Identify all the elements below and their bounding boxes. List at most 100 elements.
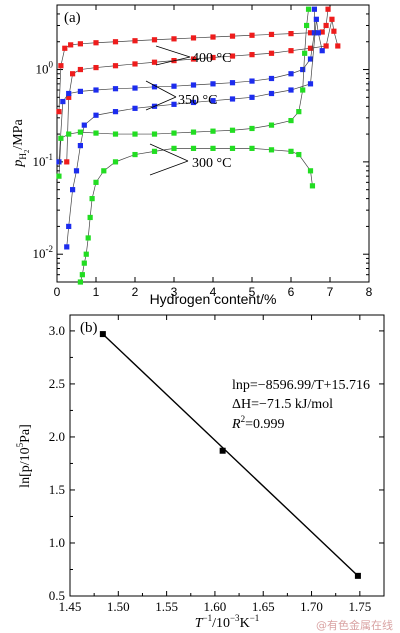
data-point bbox=[229, 33, 236, 39]
data-point bbox=[210, 145, 216, 151]
annotation-350C: 350 °C bbox=[178, 93, 217, 108]
data-point bbox=[112, 109, 119, 115]
data-point bbox=[66, 90, 72, 97]
annotation-leader-400b bbox=[155, 56, 191, 66]
y-label-subsub: 2 bbox=[23, 149, 31, 153]
data-point bbox=[73, 168, 80, 174]
svg-text:ln[p/105Pa]: ln[p/105Pa] bbox=[15, 424, 33, 488]
data-point bbox=[171, 36, 177, 42]
data-point bbox=[249, 125, 255, 132]
data-point bbox=[219, 447, 226, 454]
a-x-tick-label: 4 bbox=[210, 285, 217, 299]
a-x-tick-label: 6 bbox=[288, 285, 295, 299]
data-point bbox=[56, 173, 62, 179]
data-point bbox=[210, 81, 216, 87]
fit-line bbox=[102, 333, 359, 577]
y-label-p: p bbox=[11, 160, 26, 168]
a-x-tick-label: 2 bbox=[132, 285, 139, 299]
data-point bbox=[79, 272, 85, 278]
data-point bbox=[58, 135, 64, 141]
data-point bbox=[70, 71, 76, 77]
b-y-tick-label: 1.0 bbox=[49, 535, 65, 550]
data-point bbox=[323, 43, 329, 49]
data-point bbox=[60, 98, 66, 105]
data-point bbox=[229, 53, 236, 59]
panel-b-y-axis-label: ln[p/105Pa] bbox=[15, 424, 33, 488]
b-x-tick-label: 1.75 bbox=[348, 599, 371, 614]
b-y-tick-label: 2.0 bbox=[49, 429, 65, 444]
annotation-400C: 400 °C bbox=[192, 51, 231, 66]
equation-line-2: ΔH=−71.5 kJ/mol bbox=[232, 397, 333, 412]
data-point bbox=[93, 87, 99, 93]
data-point bbox=[354, 572, 361, 579]
data-point bbox=[58, 63, 64, 69]
data-point bbox=[171, 130, 177, 136]
data-point bbox=[288, 148, 294, 154]
data-point bbox=[229, 96, 236, 102]
panel-a-annotations: 400 °C 350 °C 300 °C bbox=[145, 45, 231, 176]
data-point bbox=[249, 145, 255, 151]
data-point bbox=[268, 122, 275, 128]
data-point bbox=[66, 223, 72, 230]
data-point bbox=[171, 101, 177, 107]
data-point bbox=[112, 86, 119, 92]
data-point bbox=[132, 105, 138, 111]
data-point bbox=[83, 251, 89, 257]
data-point bbox=[64, 244, 70, 250]
data-point bbox=[77, 129, 83, 135]
data-point bbox=[210, 128, 216, 134]
data-point bbox=[249, 32, 255, 38]
data-point bbox=[87, 214, 93, 221]
data-point bbox=[132, 61, 138, 67]
data-point bbox=[268, 90, 275, 97]
data-point bbox=[268, 50, 275, 56]
data-point bbox=[93, 40, 99, 46]
data-point bbox=[171, 83, 177, 89]
b-y-tick-label: 2.5 bbox=[49, 376, 65, 391]
data-point bbox=[229, 127, 236, 133]
panel-b-frame bbox=[69, 314, 385, 597]
b-x-tick-label: 1.70 bbox=[300, 599, 323, 614]
data-point bbox=[268, 75, 275, 82]
data-point bbox=[307, 168, 314, 174]
equation-line-3: R2=0.999 bbox=[231, 414, 284, 432]
data-point bbox=[210, 34, 216, 40]
data-point bbox=[296, 109, 302, 115]
data-point bbox=[112, 131, 119, 137]
data-point bbox=[77, 41, 83, 47]
svg-text:pH2/MPa: pH2/MPa bbox=[11, 119, 31, 168]
annotation-leader-300 bbox=[149, 143, 189, 162]
data-point bbox=[151, 131, 158, 137]
equation-line-1: lnp=−8596.99/T+15.716 bbox=[232, 378, 370, 393]
data-point bbox=[307, 56, 314, 62]
y-label-unit: /MPa bbox=[11, 119, 26, 150]
data-point bbox=[190, 35, 197, 41]
annotation-leader-350b bbox=[145, 96, 177, 111]
data-point bbox=[190, 145, 197, 151]
data-point bbox=[323, 22, 329, 29]
a-x-tick-label: 8 bbox=[366, 285, 373, 299]
data-point bbox=[66, 131, 72, 137]
b-y-tick-label: 1.5 bbox=[49, 482, 65, 497]
data-point bbox=[190, 99, 197, 106]
panel-b-y-ticks: 0.5 1.0 1.5 2.0 2.5 3.0 bbox=[49, 323, 384, 603]
data-point bbox=[81, 260, 87, 266]
data-point bbox=[89, 196, 95, 202]
data-point bbox=[190, 82, 197, 88]
data-point bbox=[81, 122, 87, 128]
data-point bbox=[62, 45, 68, 51]
data-point bbox=[190, 129, 197, 135]
panel-b-x-ticks: 1.45 1.50 1.55 1.60 1.65 1.70 1.75 bbox=[59, 315, 371, 614]
watermark: @有色金属在线 bbox=[316, 618, 393, 632]
data-point bbox=[268, 147, 275, 153]
panel-a: (a) 0 1 2 3 4 5 6 7 8 10-2 10-1 100 400 °C 350 °C … bbox=[11, 4, 373, 307]
data-point bbox=[288, 31, 294, 37]
data-point bbox=[93, 179, 99, 185]
b-x-tick-label: 1.65 bbox=[252, 599, 275, 614]
data-point bbox=[319, 29, 325, 35]
data-point bbox=[249, 78, 255, 84]
data-point bbox=[132, 151, 138, 158]
series-2-desorption-line bbox=[80, 148, 313, 283]
series-0 bbox=[56, 6, 341, 165]
data-point bbox=[93, 112, 99, 118]
